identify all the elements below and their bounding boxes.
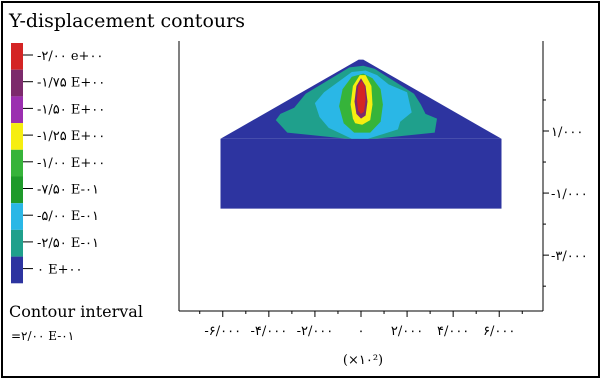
legend-label-6: -۵/۰۰ E-۰۱ — [37, 209, 99, 224]
legend-swatch-6 — [11, 203, 23, 230]
contour-interval-value: =۲/۰۰ E-۰۱ — [11, 329, 74, 343]
x-tick-label-5: ۴/۰۰۰ — [437, 324, 469, 339]
legend-swatch-0 — [11, 43, 23, 70]
legend-label-0: -۲/۰۰ e+۰۰ — [37, 49, 103, 64]
legend-swatch-3 — [11, 123, 23, 150]
x-tick-label-6: ۶/۰۰۰ — [483, 324, 515, 339]
legend-swatch-5 — [11, 177, 23, 204]
x-tick-label-4: ۲/۰۰۰ — [391, 324, 423, 339]
legend-label-2: -۱/۵۰ E+۰۰ — [37, 102, 105, 117]
chart-title: Y-displacement contours — [8, 10, 245, 32]
y-tick-label-1: -۱/۰۰۰ — [551, 187, 588, 202]
y-tick-label-2: -۳/۰۰۰ — [551, 249, 588, 264]
legend-swatch-7 — [11, 230, 23, 257]
legend-swatch-1 — [11, 70, 23, 97]
y-ticks: ۱/۰۰۰ -۱/۰۰۰ -۳/۰۰۰ — [543, 100, 588, 286]
contour-region-0 — [221, 139, 502, 209]
contour-interval-title: Contour interval — [9, 302, 143, 321]
legend-label-1: -۱/۷۵ E+۰۰ — [37, 76, 105, 91]
y-tick-label-0: ۱/۰۰۰ — [551, 125, 583, 140]
legend-swatch-4 — [11, 150, 23, 177]
legend: -۲/۰۰ e+۰۰ -۱/۷۵ E+۰۰ -۱/۵۰ E+۰۰ -۱/۲۵ E+۰۰… — [11, 43, 105, 283]
legend-label-7: -۲/۵۰ E-۰۱ — [37, 236, 99, 251]
legend-label-3: -۱/۲۵ E+۰۰ — [37, 129, 105, 144]
x-tick-label-2: -۲/۰۰۰ — [297, 324, 334, 339]
legend-label-8: ۰ E+۰۰ — [37, 263, 82, 278]
legend-label-4: -۱/۰۰ E+۰۰ — [37, 156, 105, 171]
x-multiplier-label: (×۱۰²) — [343, 353, 383, 368]
legend-label-5: -۷/۵۰ E-۰۱ — [37, 183, 99, 198]
contour-regions — [221, 60, 502, 209]
legend-swatch-2 — [11, 96, 23, 123]
x-tick-label-0: -۶/۰۰۰ — [204, 324, 241, 339]
x-tick-label-3: ۰ — [358, 324, 365, 339]
x-ticks: -۶/۰۰۰ -۴/۰۰۰ -۲/۰۰۰ ۰ ۲/۰۰۰ ۴/۰۰۰ ۶/۰۰۰ — [200, 311, 523, 339]
legend-swatch-8 — [11, 257, 23, 284]
x-tick-label-1: -۴/۰۰۰ — [250, 324, 287, 339]
contour-chart: Y-displacement contours -۲/۰۰ e+۰۰ -۱/۷۵ … — [3, 3, 602, 380]
